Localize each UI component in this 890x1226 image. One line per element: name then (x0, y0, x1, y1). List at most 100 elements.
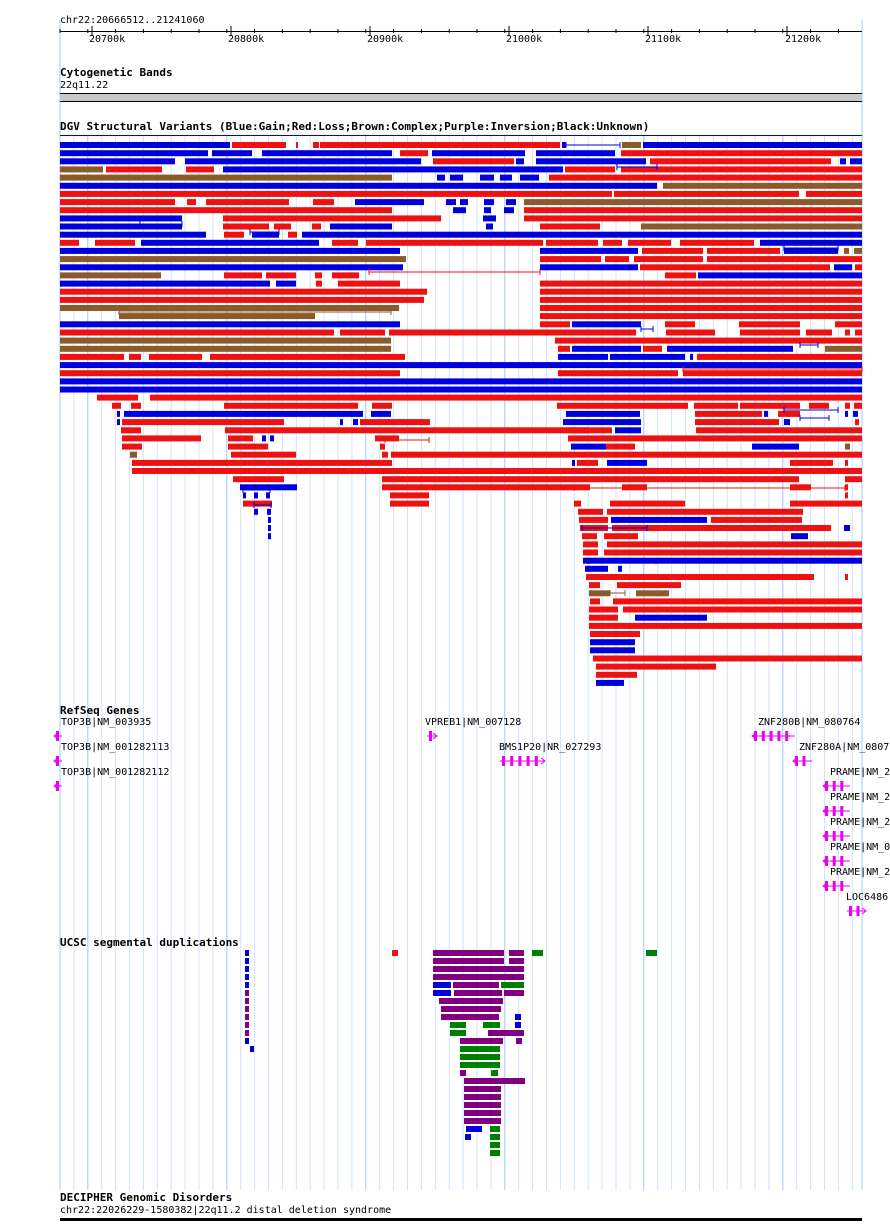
dgv-variant[interactable] (845, 329, 850, 336)
dgv-variant[interactable] (695, 410, 762, 417)
dgv-variant[interactable] (60, 264, 403, 271)
gene-exon[interactable] (840, 831, 844, 841)
dgv-variant[interactable] (119, 313, 315, 320)
gene-label[interactable]: PRAME|NM_2 (830, 867, 890, 878)
dgv-variant[interactable] (590, 598, 600, 605)
dgv-variant[interactable] (585, 565, 590, 572)
dgv-variant[interactable] (845, 476, 862, 483)
dgv-variant[interactable] (60, 199, 175, 206)
dgv-variant[interactable] (313, 199, 334, 206)
dgv-variant[interactable] (375, 435, 399, 442)
dgv-variant[interactable] (132, 459, 392, 466)
dgv-variant[interactable] (740, 329, 800, 336)
dgv-variant[interactable] (634, 256, 703, 263)
dgv-variant[interactable] (546, 239, 598, 246)
gene-label[interactable]: LOC6486 (846, 892, 889, 903)
dgv-variant[interactable] (433, 158, 514, 165)
dgv-variant[interactable] (640, 264, 830, 271)
dgv-variant[interactable] (680, 239, 754, 246)
dgv-variant[interactable] (486, 223, 493, 230)
dgv-variant[interactable] (268, 525, 271, 531)
dgv-variant[interactable] (590, 631, 640, 637)
dgv-variant[interactable] (855, 329, 862, 336)
gene-label[interactable]: PRAME|NM_0 (830, 842, 890, 853)
dgv-variant[interactable] (540, 321, 570, 328)
dgv-variant[interactable] (696, 427, 862, 434)
gene-exon[interactable] (754, 731, 757, 741)
dgv-variant[interactable] (784, 247, 838, 254)
dgv-variant[interactable] (187, 199, 196, 206)
dgv-variant[interactable] (540, 288, 862, 295)
segdup-feature[interactable] (491, 1070, 498, 1076)
dgv-variant[interactable] (224, 231, 244, 238)
dgv-variant[interactable] (578, 508, 603, 515)
segdup-feature[interactable] (450, 1022, 466, 1028)
dgv-variant[interactable] (524, 207, 862, 214)
dgv-variant[interactable] (129, 353, 141, 360)
dgv-variant[interactable] (790, 500, 862, 507)
segdup-feature[interactable] (439, 998, 503, 1004)
dgv-variant[interactable] (623, 606, 862, 613)
dgv-variant[interactable] (590, 647, 635, 654)
segdup-feature[interactable] (245, 998, 249, 1004)
gene-label[interactable]: ZNF280B|NM_080764 (758, 717, 861, 728)
segdup-feature[interactable] (392, 950, 398, 956)
dgv-variant[interactable] (372, 402, 392, 409)
dgv-variant[interactable] (855, 419, 859, 426)
dgv-variant[interactable] (150, 394, 862, 401)
dgv-variant[interactable] (572, 345, 641, 352)
dgv-variant[interactable] (270, 435, 274, 442)
dgv-variant[interactable] (315, 272, 322, 279)
dgv-variant[interactable] (621, 166, 862, 173)
segdup-feature[interactable] (433, 958, 504, 964)
dgv-variant[interactable] (589, 614, 618, 621)
dgv-variant[interactable] (589, 622, 862, 629)
dgv-variant[interactable] (582, 533, 597, 540)
dgv-variant[interactable] (483, 215, 496, 222)
gene-exon[interactable] (518, 756, 522, 766)
dgv-variant[interactable] (622, 142, 641, 148)
dgv-variant[interactable] (621, 150, 862, 157)
dgv-variant[interactable] (568, 435, 862, 442)
dgv-variant[interactable] (604, 549, 862, 556)
segdup-feature[interactable] (245, 982, 249, 988)
segdup-feature[interactable] (245, 958, 249, 964)
decipher-item-label[interactable]: chr22:22026229-1580382|22q11.2 distal de… (60, 1205, 392, 1216)
dgv-variant[interactable] (752, 443, 799, 450)
gene-exon[interactable] (526, 756, 530, 766)
dgv-variant[interactable] (320, 142, 560, 148)
dgv-variant[interactable] (683, 370, 862, 377)
dgv-variant[interactable] (566, 410, 640, 417)
dgv-variant[interactable] (845, 492, 848, 499)
dgv-variant[interactable] (845, 459, 848, 466)
gene-exon[interactable] (825, 856, 828, 866)
dgv-variant[interactable] (206, 199, 289, 206)
dgv-variant[interactable] (389, 329, 636, 336)
dgv-variant[interactable] (845, 574, 848, 580)
dgv-variant[interactable] (589, 565, 608, 572)
segdup-feature[interactable] (466, 1126, 482, 1132)
dgv-variant[interactable] (484, 207, 491, 214)
gene-exon[interactable] (832, 781, 836, 791)
segdup-feature[interactable] (245, 990, 249, 996)
gene-exon[interactable] (840, 806, 844, 816)
dgv-variant[interactable] (185, 158, 421, 165)
dgv-variant[interactable] (117, 410, 120, 417)
dgv-variant[interactable] (382, 476, 799, 483)
dgv-variant[interactable] (844, 247, 849, 254)
dgv-variant[interactable] (122, 435, 201, 442)
dgv-variant[interactable] (60, 337, 391, 344)
dgv-variant[interactable] (231, 451, 296, 458)
dgv-variant[interactable] (642, 247, 703, 254)
dgv-variant[interactable] (254, 508, 258, 515)
gene-label[interactable]: TOP3B|NM_003935 (61, 717, 152, 728)
dgv-variant[interactable] (132, 468, 862, 474)
dgv-variant[interactable] (618, 565, 622, 572)
dgv-variant[interactable] (698, 272, 862, 279)
dgv-variant[interactable] (605, 256, 629, 263)
gene-exon[interactable] (429, 731, 432, 741)
dgv-variant[interactable] (607, 541, 862, 548)
dgv-variant[interactable] (296, 142, 298, 148)
dgv-variant[interactable] (540, 280, 862, 287)
segdup-feature[interactable] (464, 1118, 501, 1124)
